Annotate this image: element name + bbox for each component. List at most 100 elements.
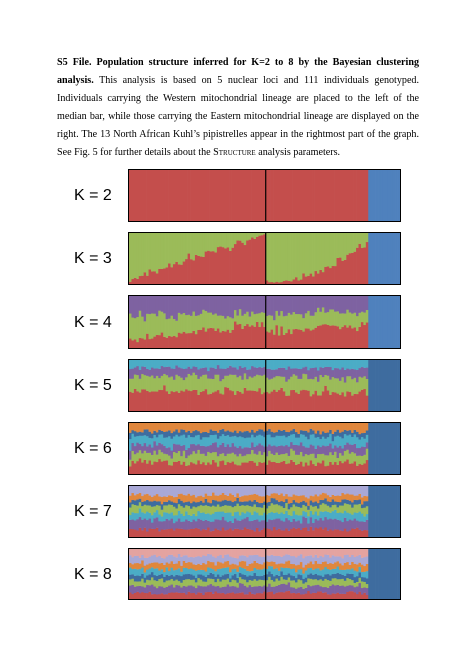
admixture-segment xyxy=(248,447,252,455)
admixture-segment xyxy=(370,360,374,412)
admixture-segment xyxy=(331,454,335,465)
admixture-segment xyxy=(265,331,269,349)
admixture-segment xyxy=(329,557,332,564)
admixture-segment xyxy=(233,233,237,245)
admixture-segment xyxy=(385,233,389,285)
admixture-segment xyxy=(153,574,157,581)
admixture-segment xyxy=(177,553,181,562)
admixture-segment xyxy=(207,360,210,372)
admixture-segment xyxy=(238,555,242,562)
admixture-segment xyxy=(268,450,271,461)
admixture-segment xyxy=(273,526,276,538)
admixture-segment xyxy=(263,170,267,222)
admixture-segment xyxy=(273,282,276,285)
admixture-segment xyxy=(360,557,364,565)
admixture-segment xyxy=(329,423,332,430)
admixture-segment xyxy=(258,502,262,508)
admixture-segment xyxy=(260,575,264,580)
admixture-segment xyxy=(224,423,228,432)
admixture-segment xyxy=(175,579,179,586)
admixture-segment xyxy=(270,561,274,567)
admixture-segment xyxy=(194,233,198,255)
structure-plot-k5 xyxy=(128,359,401,412)
admixture-segment xyxy=(307,509,311,517)
admixture-segment xyxy=(273,594,276,600)
admixture-segment xyxy=(219,581,223,588)
admixture-segment xyxy=(295,296,298,315)
admixture-segment xyxy=(209,296,213,313)
admixture-segment xyxy=(275,360,279,370)
admixture-segment xyxy=(248,591,252,600)
admixture-segment xyxy=(255,519,259,529)
admixture-segment xyxy=(136,374,140,392)
admixture-segment xyxy=(212,530,215,538)
admixture-segment xyxy=(326,366,330,376)
admixture-segment xyxy=(312,502,315,507)
admixture-segment xyxy=(270,281,274,285)
admixture-segment xyxy=(207,527,210,538)
admixture-segment xyxy=(277,575,281,581)
admixture-segment xyxy=(153,580,157,587)
admixture-segment xyxy=(299,314,303,330)
admixture-segment xyxy=(141,512,144,520)
admixture-segment xyxy=(273,320,276,335)
admixture-segment xyxy=(241,462,245,475)
admixture-segment xyxy=(148,501,152,506)
admixture-segment xyxy=(194,582,198,589)
admixture-segment xyxy=(185,511,188,520)
admixture-segment xyxy=(324,374,328,386)
admixture-segment xyxy=(251,549,254,556)
admixture-segment xyxy=(229,556,232,565)
admixture-segment xyxy=(243,585,247,595)
admixture-segment xyxy=(248,296,252,317)
admixture-segment xyxy=(297,579,301,588)
admixture-segment xyxy=(143,366,147,376)
admixture-segment xyxy=(277,563,281,571)
admixture-segment xyxy=(187,314,191,334)
admixture-segment xyxy=(165,586,169,595)
admixture-segment xyxy=(316,502,320,509)
admixture-segment xyxy=(175,461,179,475)
admixture-segment xyxy=(175,528,179,538)
admixture-segment xyxy=(177,436,181,445)
admixture-segment xyxy=(231,442,235,453)
admixture-segment xyxy=(172,451,176,462)
admixture-segment xyxy=(324,578,328,588)
admixture-segment xyxy=(224,455,228,466)
admixture-segment xyxy=(343,259,347,285)
admixture-segment xyxy=(238,465,242,475)
admixture-segment xyxy=(163,549,166,559)
admixture-segment xyxy=(277,494,281,502)
admixture-segment xyxy=(138,392,142,412)
admixture-segment xyxy=(163,313,166,337)
admixture-segment xyxy=(273,581,276,587)
admixture-segment xyxy=(299,549,303,555)
admixture-segment xyxy=(346,520,350,532)
admixture-segment xyxy=(182,529,186,538)
admixture-segment xyxy=(277,555,281,564)
admixture-segment xyxy=(336,257,340,285)
admixture-segment xyxy=(204,486,208,494)
admixture-segment xyxy=(255,512,259,520)
admixture-segment xyxy=(241,486,245,497)
admixture-segment xyxy=(365,519,369,531)
admixture-segment xyxy=(338,313,342,330)
admixture-segment xyxy=(187,434,191,449)
admixture-segment xyxy=(280,367,284,377)
admixture-segment xyxy=(216,364,220,375)
admixture-segment xyxy=(131,296,135,318)
admixture-segment xyxy=(282,376,286,392)
admixture-segment xyxy=(143,513,147,519)
admixture-segment xyxy=(168,554,171,564)
admixture-segment xyxy=(241,432,245,438)
admixture-segment xyxy=(353,233,357,252)
admixture-segment xyxy=(214,591,218,600)
admixture-segment xyxy=(356,594,359,600)
admixture-segment xyxy=(292,279,296,285)
admixture-segment xyxy=(224,574,228,580)
admixture-segment xyxy=(358,486,362,494)
admixture-segment xyxy=(246,516,249,529)
admixture-segment xyxy=(255,486,259,495)
admixture-segment xyxy=(265,391,269,412)
admixture-segment xyxy=(175,584,179,593)
